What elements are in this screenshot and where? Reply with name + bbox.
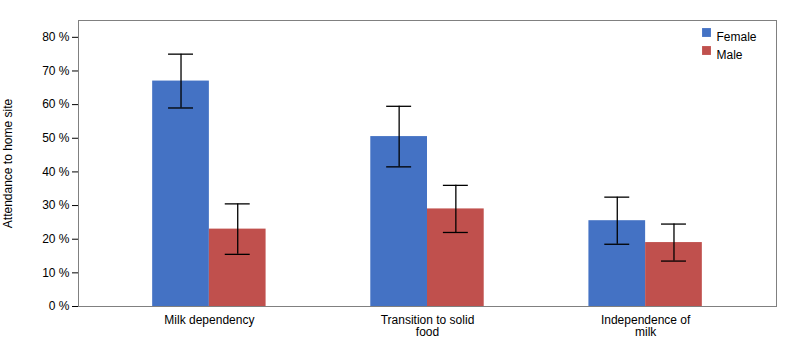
svg-text:10 %: 10 %: [42, 266, 70, 280]
svg-text:Milk dependency: Milk dependency: [164, 313, 254, 327]
svg-text:70 %: 70 %: [42, 64, 70, 78]
svg-text:40 %: 40 %: [42, 165, 70, 179]
svg-text:0 %: 0 %: [49, 299, 70, 313]
svg-text:Independence ofmilk: Independence ofmilk: [601, 313, 691, 339]
svg-text:30 %: 30 %: [42, 198, 70, 212]
svg-text:Transition to solidfood: Transition to solidfood: [381, 313, 475, 339]
svg-text:50 %: 50 %: [42, 131, 70, 145]
svg-text:Attendance to home site: Attendance to home site: [1, 98, 15, 228]
svg-text:Female: Female: [717, 30, 757, 44]
svg-text:20 %: 20 %: [42, 232, 70, 246]
svg-text:80 %: 80 %: [42, 30, 70, 44]
svg-text:60 %: 60 %: [42, 97, 70, 111]
svg-text:Male: Male: [717, 48, 743, 62]
